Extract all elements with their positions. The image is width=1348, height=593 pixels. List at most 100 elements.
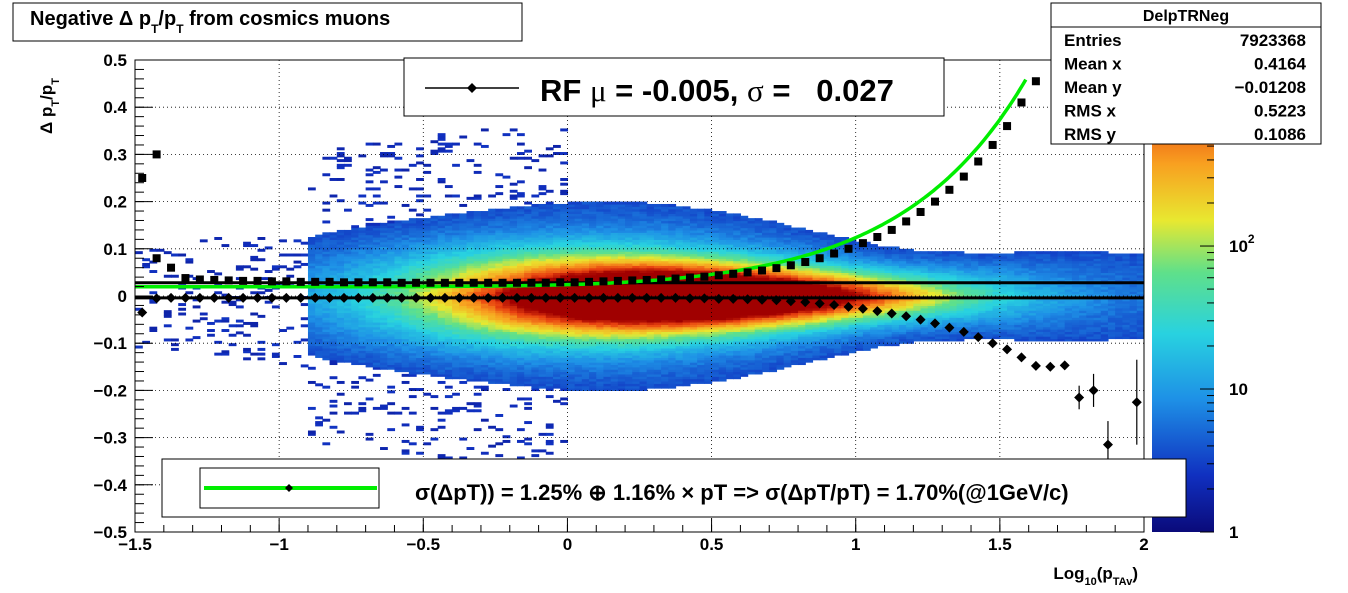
heatmap-cell [689, 324, 698, 328]
heatmap-cell [625, 298, 633, 302]
heatmap-cell [639, 218, 648, 222]
heatmap-cell [661, 359, 669, 363]
heatmap-cell [358, 362, 367, 366]
heatmap-cell [473, 303, 482, 307]
heatmap-cell [401, 373, 410, 377]
heatmap-cell [336, 244, 345, 248]
heatmap-cell [394, 324, 403, 328]
heatmap-cell [380, 274, 388, 278]
heatmap-cell [560, 385, 569, 389]
heatmap-cell [740, 357, 749, 361]
heatmap-cell [408, 270, 417, 273]
heatmap-cell [344, 298, 352, 302]
heatmap-cell [567, 331, 576, 335]
heatmap-cell [444, 272, 453, 276]
heatmap-cell [596, 239, 605, 243]
heatmap-cell [617, 222, 626, 226]
heatmap-cell [473, 385, 482, 389]
heatmap-cell [509, 293, 518, 297]
heatmap-cell [740, 338, 749, 342]
heatmap-cell [538, 244, 547, 248]
heatmap-cell [502, 345, 511, 349]
heatmap-cell [380, 291, 388, 295]
chart-title: Negative Δ pT/pT from cosmics muons [30, 8, 390, 36]
heatmap-cell [459, 251, 468, 255]
heatmap-cell [567, 206, 576, 210]
heatmap-cell [711, 218, 720, 222]
heatmap-cell [740, 253, 749, 257]
heatmap-cell [668, 241, 677, 245]
heatmap-cell [632, 241, 641, 245]
heatmap-cell [495, 340, 504, 344]
heatmap-cell [567, 239, 576, 243]
heatmap-cell [747, 307, 756, 311]
heatmap-cell [329, 321, 338, 325]
heatmap-cell [488, 321, 496, 325]
heatmap-cell [646, 385, 655, 389]
heatmap-cell [488, 213, 496, 217]
heatmap-cell [365, 265, 374, 269]
heatmap-cell [769, 310, 778, 314]
heatmap-cell [538, 371, 547, 375]
heatmap-cell [553, 286, 561, 290]
heatmap-cell [754, 251, 763, 255]
heatmap-cell [567, 359, 576, 363]
heatmap-cell [646, 314, 655, 318]
heatmap-cell [553, 357, 561, 361]
heatmap-cell [286, 267, 295, 271]
heatmap-cell [322, 312, 331, 316]
heatmap-cell [509, 345, 518, 349]
heatmap-cell [336, 239, 345, 243]
heatmap-cell [646, 329, 655, 332]
heatmap-cell [567, 208, 576, 212]
heatmap-cell [387, 274, 396, 278]
heatmap-cell [315, 310, 323, 314]
heatmap-cell [351, 321, 360, 325]
heatmap-cell [380, 338, 388, 342]
heatmap-cell [372, 338, 381, 342]
heatmap-cell [682, 227, 691, 231]
heatmap-cell [617, 310, 626, 314]
heatmap-cell [617, 326, 626, 330]
heatmap-cell [524, 286, 532, 290]
heatmap-cell [610, 352, 619, 356]
heatmap-cell [697, 376, 705, 380]
heatmap-cell [625, 385, 633, 389]
heatmap-cell [401, 241, 410, 245]
heatmap-cell [358, 307, 367, 311]
heatmap-cell [344, 239, 352, 243]
heatmap-cell [711, 350, 720, 354]
heatmap-cell [344, 312, 352, 316]
heatmap-cell [603, 253, 612, 257]
heatmap-cell [718, 258, 727, 262]
heatmap-cell [207, 270, 215, 273]
heatmap-cell [365, 338, 374, 342]
heatmap-cell [653, 333, 662, 337]
heatmap-cell [344, 321, 352, 325]
heatmap-cell [387, 319, 396, 323]
heatmap-cell [516, 439, 525, 443]
heatmap-cell [653, 312, 662, 316]
heatmap-cell [617, 253, 626, 257]
heatmap-cell [502, 211, 511, 214]
heatmap-cell [639, 260, 648, 264]
heatmap-cell [459, 237, 468, 240]
heatmap-cell [488, 286, 496, 290]
heatmap-cell [718, 241, 727, 245]
heatmap-cell [639, 385, 648, 389]
heatmap-cell [596, 331, 605, 335]
heatmap-cell [639, 293, 648, 297]
heatmap-cell [387, 225, 396, 229]
heatmap-cell [574, 338, 583, 342]
heatmap-cell [437, 312, 446, 316]
heatmap-cell [502, 270, 511, 273]
heatmap-cell [495, 352, 504, 356]
heatmap-cell [495, 373, 504, 377]
heatmap-cell [416, 253, 424, 257]
heatmap-cell [560, 161, 569, 165]
heatmap-cell [394, 364, 403, 368]
heatmap-cell [459, 277, 468, 281]
heatmap-cell [408, 293, 417, 297]
heatmap-cell [625, 317, 633, 321]
